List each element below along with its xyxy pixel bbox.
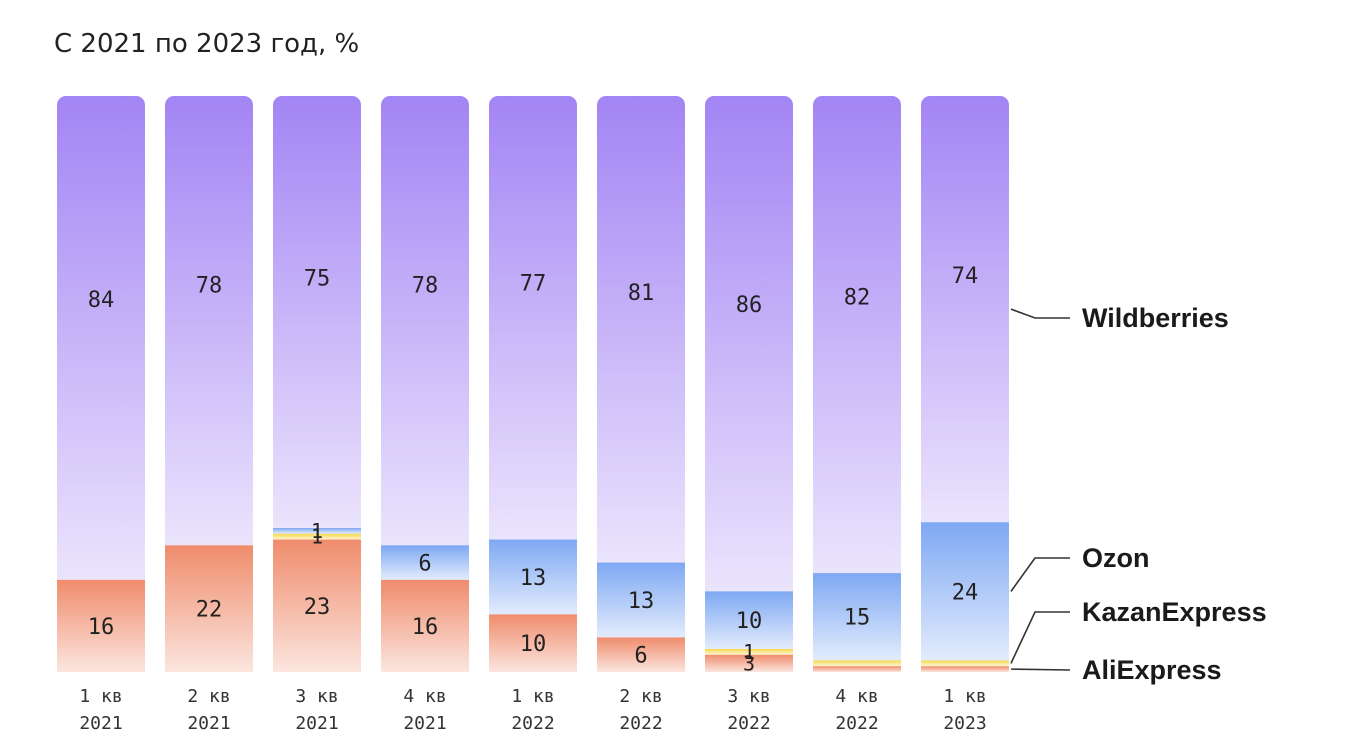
bar-segment-aliexpress [381, 579, 469, 672]
value-label: 23 [304, 595, 331, 620]
value-label: 13 [628, 589, 655, 614]
legend-leader-line [1010, 611, 1070, 664]
bar-column [57, 96, 145, 672]
category-labels-layer: 1 кв 2021 2 кв 2021 3 кв 2021 4 кв 2021 1 кв 2022… [79, 686, 986, 734]
bar-segment-kazanexpress [813, 660, 901, 667]
bar-segment-ozon [381, 545, 469, 580]
value-label: 86 [736, 293, 763, 318]
legend-label-aliexpress: AliExpress [1082, 655, 1222, 685]
category-label: 4 кв [835, 686, 878, 707]
value-label: 78 [412, 274, 439, 299]
value-label: 10 [736, 609, 763, 634]
bar-segment-aliexpress [921, 666, 1009, 672]
bar-segment-wildberries [705, 96, 793, 592]
value-label: 6 [634, 644, 647, 669]
bar-column [381, 96, 469, 672]
category-label: 2022 [511, 713, 554, 734]
legend-leader-line [1010, 308, 1070, 319]
value-label: 82 [844, 285, 871, 310]
legend-leader-line [1010, 668, 1071, 671]
legend: AliExpress KazanExpress Ozon Wildberries [1010, 303, 1267, 685]
bar-segment-wildberries [165, 96, 253, 546]
bars-layer [57, 96, 1009, 672]
value-label: 13 [520, 566, 547, 591]
bar-column [273, 96, 361, 672]
bar-segment-kazanexpress [921, 660, 1009, 667]
bar-column [489, 96, 577, 672]
category-label: 1 кв [943, 686, 986, 707]
legend-label-ozon: Ozon [1082, 543, 1150, 573]
bar-segment-kazanexpress [273, 533, 361, 540]
category-label: 2021 [187, 713, 230, 734]
bar-segment-aliexpress [273, 539, 361, 672]
bar-column [813, 96, 901, 672]
value-label: 24 [952, 580, 979, 605]
bar-segment-aliexpress [165, 545, 253, 672]
category-label: 2 кв [619, 686, 662, 707]
category-label: 2021 [403, 713, 446, 734]
value-label: 1 [311, 519, 323, 543]
bar-column [921, 96, 1009, 672]
bar-segment-ozon [489, 539, 577, 615]
legend-label-wildberries: Wildberries [1082, 303, 1229, 333]
category-label: 2023 [943, 713, 986, 734]
category-label: 3 кв [295, 686, 338, 707]
bar-segment-wildberries [813, 96, 901, 574]
bar-segment-aliexpress [489, 614, 577, 672]
value-label: 75 [304, 266, 331, 291]
bar-segment-ozon [813, 573, 901, 661]
value-label: 1 [311, 525, 323, 549]
bar-segment-ozon [705, 591, 793, 649]
bar-column [597, 96, 685, 672]
bar-segment-wildberries [381, 96, 469, 546]
chart-title: С 2021 по 2023 год, % [54, 29, 359, 59]
bar-segment-wildberries [921, 96, 1009, 523]
category-label: 4 кв [403, 686, 446, 707]
category-label: 2022 [835, 713, 878, 734]
legend-leader-line [1010, 557, 1070, 592]
bar-segment-ozon [921, 522, 1009, 661]
bar-segment-kazanexpress [705, 648, 793, 655]
bar-segment-wildberries [57, 96, 145, 580]
value-label: 16 [412, 615, 439, 640]
value-label: 1 [743, 640, 755, 664]
bar-column [165, 96, 253, 672]
value-label: 74 [952, 264, 979, 289]
category-label: 1 кв [79, 686, 122, 707]
bar-segment-wildberries [489, 96, 577, 540]
category-label: 1 кв [511, 686, 554, 707]
value-label: 84 [88, 288, 115, 313]
category-label: 2 кв [187, 686, 230, 707]
category-label: 2022 [727, 713, 770, 734]
value-label: 6 [418, 552, 431, 577]
category-label: 3 кв [727, 686, 770, 707]
value-label: 78 [196, 274, 223, 299]
value-label: 77 [520, 271, 547, 296]
category-label: 2022 [619, 713, 662, 734]
value-label: 10 [520, 632, 547, 657]
bar-segment-aliexpress [57, 579, 145, 672]
bar-segment-wildberries [597, 96, 685, 563]
category-label: 2021 [79, 713, 122, 734]
category-label: 2021 [295, 713, 338, 734]
bar-segment-aliexpress [705, 654, 793, 672]
value-label: 81 [628, 281, 655, 306]
value-label: 22 [196, 598, 223, 623]
legend-label-kazanexpress: KazanExpress [1082, 597, 1267, 627]
bar-segment-ozon [597, 562, 685, 638]
bar-segment-ozon [273, 528, 361, 534]
value-label: 16 [88, 615, 115, 640]
bar-segment-wildberries [273, 96, 361, 528]
bar-segment-aliexpress [813, 666, 901, 672]
value-label: 3 [743, 651, 755, 675]
value-labels-layer: 1684227823117516678101377613813110861582… [88, 264, 979, 675]
bar-segment-aliexpress [597, 637, 685, 672]
bar-column [705, 96, 793, 672]
value-label: 15 [844, 606, 871, 631]
